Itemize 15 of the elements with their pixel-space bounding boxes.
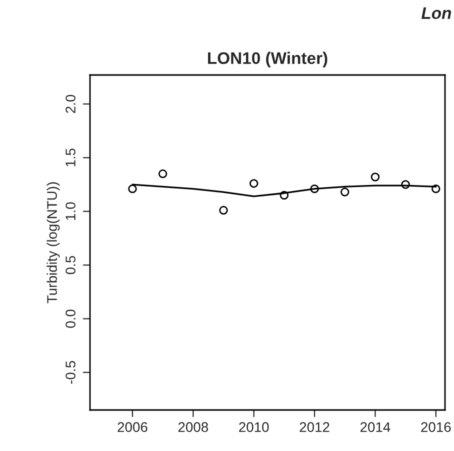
x-tick-label: 2006 [118,422,148,432]
x-tick-label: 2010 [239,422,269,432]
x-tick-label: 2012 [300,422,330,432]
y-tick-label: 1.0 [66,202,76,220]
y-tick-label: 2.0 [66,94,76,113]
y-tick-label: 1.5 [66,148,76,166]
x-tick-label: 2016 [421,422,451,432]
x-tick-label: 2008 [178,422,208,432]
y-tick-label: 0.0 [66,310,76,328]
y-tick-label: -0.5 [66,361,76,384]
x-tick-label: 2014 [360,422,390,432]
y-axis-title: Turbidity (log(NTU)) [46,182,60,304]
text: Lon [421,7,452,20]
y-tick-label: 0.5 [66,256,76,274]
chart-title: LON10 (Winter) [208,52,328,68]
